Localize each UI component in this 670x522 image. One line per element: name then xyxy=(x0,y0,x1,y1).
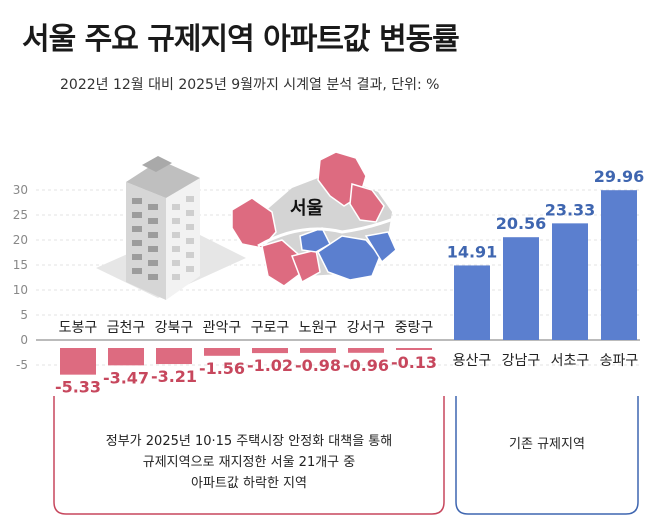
data-label: -3.21 xyxy=(151,367,197,386)
category-label: 구로구 xyxy=(251,320,290,336)
bar xyxy=(552,223,588,340)
y-tick-label: 0 xyxy=(20,333,28,347)
new-regions-note: 정부가 2025년 10·15 주택시장 안정화 대책을 통해 규제지역으로 재… xyxy=(60,431,438,494)
new-regions-note-line: 정부가 2025년 10·15 주택시장 안정화 대책을 통해 xyxy=(105,434,393,449)
y-tick-label: 15 xyxy=(13,258,28,272)
y-tick-label: -5 xyxy=(16,358,28,372)
category-label: 중랑구 xyxy=(395,320,434,336)
labels-layer: -5.33 도봉구 -3.47 금천구 -3.21 강북구 -1.56 관악구 -1.02 구로구… xyxy=(55,167,644,396)
data-label: -0.98 xyxy=(295,356,341,375)
bar xyxy=(348,348,384,353)
bar xyxy=(156,348,192,365)
y-tick-label: 30 xyxy=(13,183,28,197)
group-brackets xyxy=(53,396,639,515)
data-label: -3.47 xyxy=(103,368,149,387)
chart-title: 서울 주요 규제지역 아파트값 변동률 xyxy=(22,22,460,57)
category-label: 도봉구 xyxy=(59,320,98,336)
data-label: 23.33 xyxy=(545,200,596,219)
existing-regions-bracket xyxy=(455,396,639,515)
category-label: 강서구 xyxy=(347,320,386,336)
bar xyxy=(252,348,288,354)
new-regions-note-line: 규제지역으로 재지정한 서울 21개구 중 xyxy=(142,455,356,470)
category-label: 용산구 xyxy=(453,353,492,369)
building-icon xyxy=(96,156,246,300)
bars-layer xyxy=(60,190,637,375)
bar xyxy=(503,237,539,340)
data-label: 20.56 xyxy=(496,214,547,233)
y-tick-label: 10 xyxy=(13,283,28,297)
seoul-map-icon xyxy=(231,151,397,287)
new-regions-note-line: 아파트값 하락한 지역 xyxy=(191,476,307,491)
data-label: -5.33 xyxy=(55,378,101,397)
bar xyxy=(204,348,240,356)
data-label: 29.96 xyxy=(594,167,645,186)
y-tick-label: 25 xyxy=(13,208,28,222)
y-tick-label: 5 xyxy=(20,308,28,322)
bar xyxy=(108,348,144,366)
bar xyxy=(601,190,637,340)
chart-subtitle: 2022년 12월 대비 2025년 9월까지 시계열 분석 결과, 단위: % xyxy=(60,77,440,93)
data-label: -1.02 xyxy=(247,356,293,375)
data-label: -1.56 xyxy=(199,359,245,378)
map-label: 서울 xyxy=(290,198,323,219)
existing-regions-note: 기존 규제지역 xyxy=(509,437,585,452)
bar xyxy=(454,265,490,340)
bar xyxy=(396,348,432,350)
new-regions-bracket xyxy=(53,396,445,515)
category-label: 송파구 xyxy=(600,353,639,369)
category-label: 관악구 xyxy=(203,320,242,336)
category-label: 서초구 xyxy=(551,353,590,369)
bar xyxy=(60,348,96,375)
category-label: 노원구 xyxy=(299,320,338,336)
illustration: 서울 xyxy=(96,151,397,300)
bar xyxy=(300,348,336,353)
category-label: 금천구 xyxy=(107,320,146,336)
y-tick-label: 20 xyxy=(13,233,28,247)
data-label: 14.91 xyxy=(447,242,498,261)
data-label: -0.13 xyxy=(391,353,437,372)
category-label: 강남구 xyxy=(502,353,541,369)
category-label: 강북구 xyxy=(155,320,194,336)
data-label: -0.96 xyxy=(343,356,389,375)
